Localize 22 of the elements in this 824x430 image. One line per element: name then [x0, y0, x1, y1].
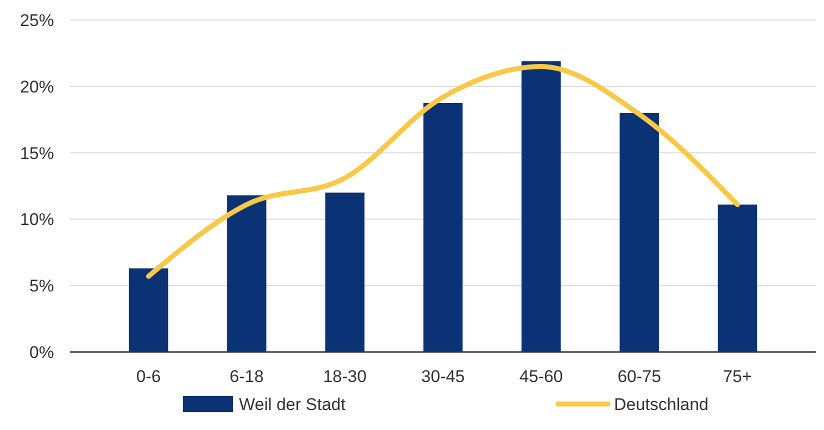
- y-tick-label: 15%: [20, 144, 54, 163]
- x-tick-label: 18-30: [323, 367, 367, 386]
- x-tick-label: 30-45: [421, 367, 465, 386]
- legend-label: Deutschland: [614, 394, 709, 414]
- x-tick-label: 6-18: [230, 367, 264, 386]
- bar: [128, 268, 168, 352]
- x-tick-label: 45-60: [519, 367, 563, 386]
- x-tick-label: 75+: [723, 367, 752, 386]
- y-tick-label: 20%: [20, 77, 54, 96]
- bar: [227, 195, 266, 352]
- legend-label: Weil der Stadt: [239, 394, 346, 414]
- y-tick-label: 10%: [20, 210, 54, 230]
- x-tick-label: 0-6: [136, 367, 161, 386]
- x-tick-label: 60-75: [618, 367, 662, 386]
- y-tick-label: 5%: [29, 276, 54, 296]
- bar: [522, 61, 561, 352]
- y-tick-label: 0%: [29, 342, 54, 362]
- bar: [620, 112, 659, 352]
- bar: [423, 103, 463, 352]
- y-tick-label: 25%: [20, 10, 54, 30]
- bar: [325, 192, 364, 352]
- bar: [718, 204, 758, 352]
